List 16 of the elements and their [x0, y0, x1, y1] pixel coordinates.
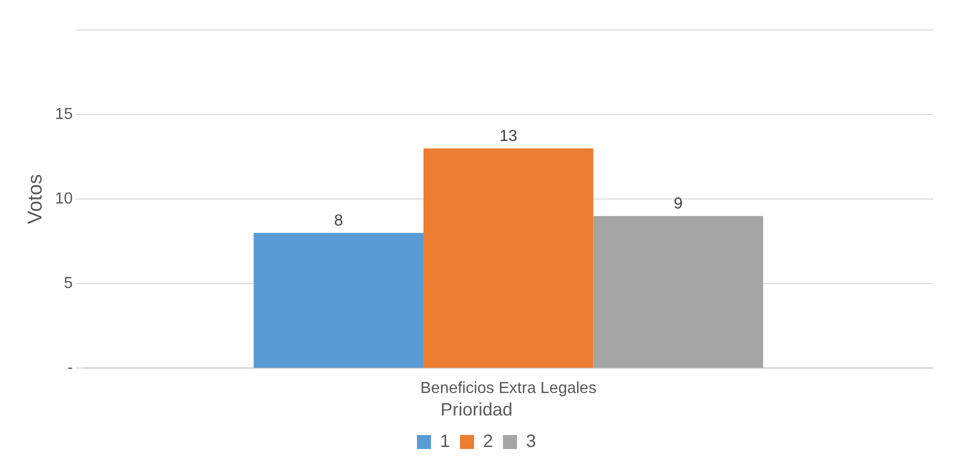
y-tick-label: - [67, 360, 73, 377]
legend-label: 2 [482, 430, 494, 451]
y-axis-title: Votos [24, 174, 47, 224]
bar [254, 232, 424, 368]
y-tick-label: 10 [55, 190, 73, 208]
legend-label: 3 [526, 430, 536, 451]
legend-title: Prioridad [440, 399, 513, 420]
y-tick-label: 15 [55, 106, 73, 123]
bar [423, 148, 594, 368]
y-tick-label: 5 [64, 275, 73, 292]
legend-label: 1 [440, 430, 450, 451]
data-label: 9 [674, 195, 683, 212]
data-label: 8 [334, 212, 344, 230]
data-label: 13 [500, 128, 518, 145]
x-tick-label: Beneficios Extra Legales [420, 380, 596, 398]
bar [593, 216, 764, 368]
